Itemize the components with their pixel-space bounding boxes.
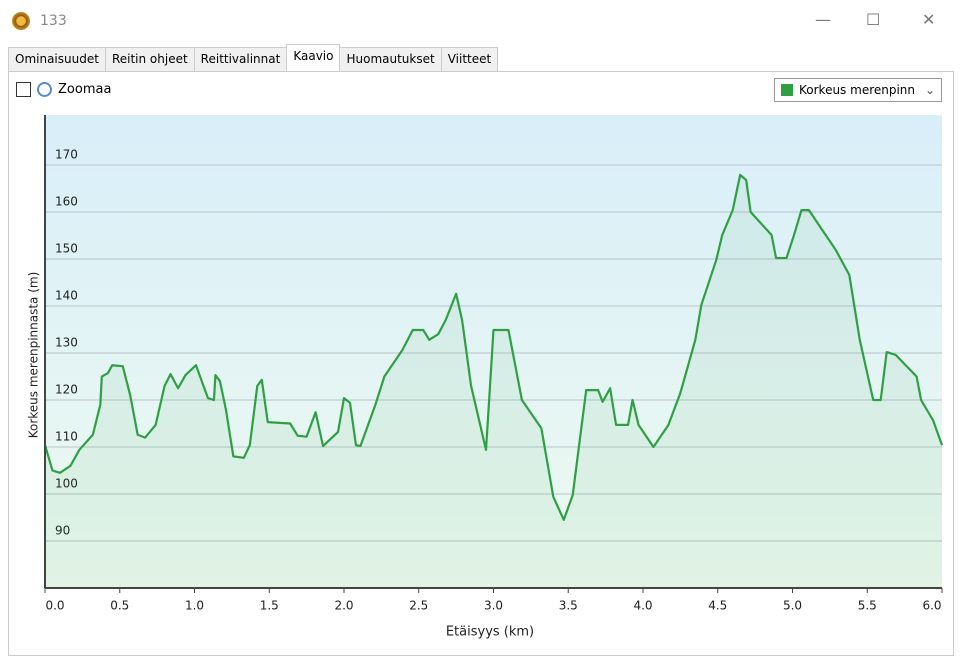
plot-background	[45, 115, 942, 588]
x-tick-label: 6.0	[922, 599, 941, 613]
x-tick-label: 0.5	[110, 599, 129, 613]
y-tick-label: 160	[55, 195, 78, 209]
x-tick-label: 5.0	[783, 599, 802, 613]
x-tick-label: 0.0	[45, 599, 64, 613]
x-tick-label: 3.5	[559, 599, 578, 613]
zoom-icon	[37, 82, 52, 97]
x-tick-label: 4.5	[708, 599, 727, 613]
zoom-toggle[interactable]: Zoomaa	[16, 82, 111, 97]
x-tick-label: 5.5	[858, 599, 877, 613]
zoom-label: Zoomaa	[58, 82, 112, 97]
legend-label: Korkeus merenpinn	[799, 83, 916, 97]
tab[interactable]: Kaavio	[286, 44, 341, 71]
x-tick-label: 1.5	[260, 599, 279, 613]
minimize-button[interactable]: —	[815, 10, 831, 29]
tab[interactable]: Ominaisuudet	[8, 47, 106, 71]
line	[43, 173, 944, 521]
y-tick-label: 170	[55, 148, 78, 162]
y-tick-label: 90	[55, 524, 70, 538]
checkbox[interactable]	[16, 82, 31, 97]
window-title: 133	[40, 13, 67, 29]
y-tick-label: 150	[55, 242, 78, 256]
y-axis-title: Korkeus merenpinnasta (m)	[27, 272, 41, 439]
tab-bar: Ominaisuudet Reitin ohjeet Reittivalinnat K…	[8, 44, 499, 71]
series-dropdown[interactable]: Korkeus merenpinn ⌄	[774, 78, 942, 102]
x-tick-label: 2.0	[334, 599, 353, 613]
y-tick-label: 120	[55, 383, 78, 397]
x-tick-label: 2.5	[409, 599, 428, 613]
tab[interactable]: Reittivalinnat	[193, 47, 288, 71]
maximize-button[interactable]: ☐	[866, 10, 881, 29]
y-tick-label: 100	[55, 477, 78, 491]
close-button[interactable]: ✕	[922, 10, 936, 29]
x-tick-label: 1.0	[185, 599, 204, 613]
area-fill	[45, 174, 942, 588]
legend-swatch	[781, 84, 793, 96]
y-tick-label: 110	[55, 430, 78, 444]
title-bar: 133 — ☐ ✕	[0, 0, 960, 44]
y-tick-label: 140	[55, 289, 78, 303]
x-tick-label: 4.0	[633, 599, 652, 613]
x-axis-title: Etäisyys (km)	[446, 625, 534, 640]
x-tick-label: 3.0	[484, 599, 503, 613]
dropdown-arrow: ⌄	[924, 83, 935, 97]
app-icon	[12, 12, 30, 30]
tab[interactable]: Viitteet	[440, 47, 499, 71]
y-tick-label: 130	[55, 336, 78, 350]
